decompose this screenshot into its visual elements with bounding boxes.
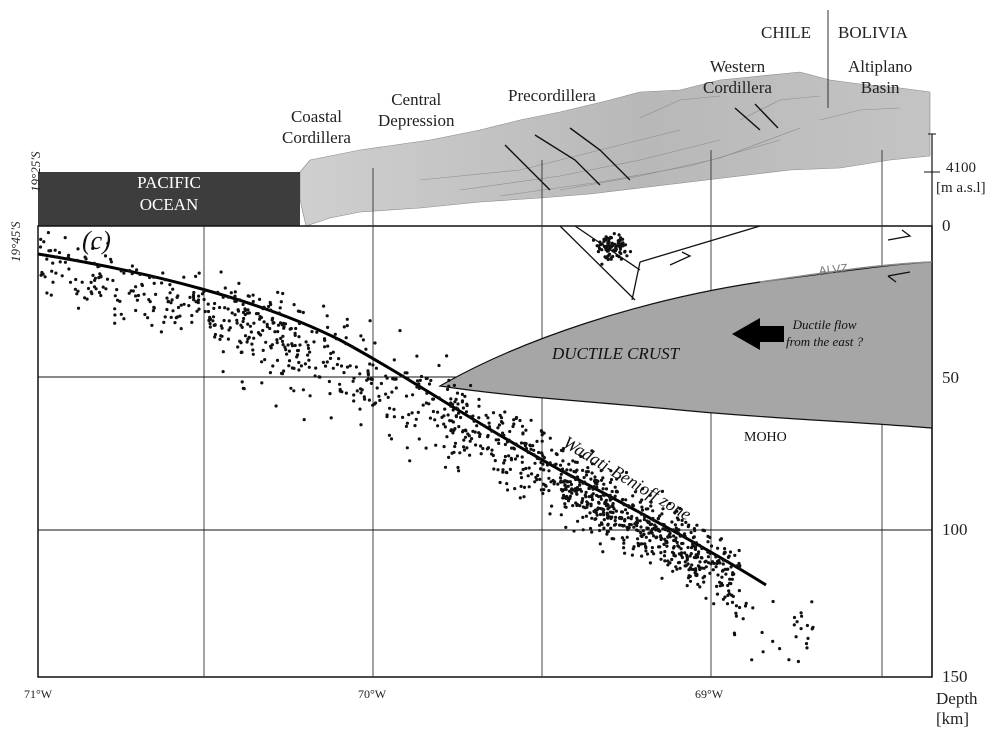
region-western-cordillera: Western Cordillera bbox=[703, 57, 772, 97]
depth-tick-150: 150 bbox=[942, 667, 968, 686]
region-altiplano-basin: Altiplano Basin bbox=[848, 57, 913, 97]
seismicity-cloud bbox=[38, 231, 815, 664]
section-frame bbox=[37, 225, 933, 678]
alvz-line bbox=[759, 261, 933, 283]
country-bolivia: BOLIVIA bbox=[838, 23, 908, 42]
latitude-label-north: 19°25'S bbox=[28, 151, 43, 192]
surface-faults bbox=[504, 103, 779, 191]
region-coastal-cordillera: Coastal Cordillera bbox=[282, 107, 351, 147]
lon-tick-69w: 69°W bbox=[695, 687, 724, 701]
topography-relief bbox=[299, 71, 931, 227]
crustal-faults bbox=[559, 225, 761, 301]
panel-label: (c) bbox=[82, 226, 111, 255]
topography-texture bbox=[419, 95, 901, 197]
country-chile: CHILE bbox=[761, 23, 812, 42]
pacific-ocean-label: PACIFIC OCEAN bbox=[137, 173, 201, 214]
elevation-unit: [m a.s.l] bbox=[936, 180, 986, 196]
pacific-ocean-block bbox=[38, 172, 300, 226]
ductile-flow-arrow bbox=[732, 318, 784, 350]
depth-tick-100: 100 bbox=[942, 520, 968, 539]
lon-tick-71w: 71°W bbox=[24, 687, 53, 701]
lon-tick-70w: 70°W bbox=[358, 687, 387, 701]
depth-tick-50: 50 bbox=[942, 368, 959, 387]
depth-tick-0: 0 bbox=[942, 216, 951, 235]
depth-axis-label: Depth [km] bbox=[936, 689, 978, 728]
fault-arrows bbox=[669, 229, 912, 283]
ductile-flow-label: Ductile flow from the east ? bbox=[786, 317, 864, 349]
moho-label: MOHO bbox=[744, 430, 787, 445]
elevation-value: 4100 bbox=[946, 160, 976, 176]
region-central-depression: Central Depression bbox=[378, 90, 455, 130]
latitude-label-south: 19°45'S bbox=[8, 221, 23, 262]
region-precordillera: Precordillera bbox=[508, 86, 596, 105]
slab-line bbox=[37, 252, 767, 587]
ductile-crust-label: DUCTILE CRUST bbox=[552, 344, 680, 363]
